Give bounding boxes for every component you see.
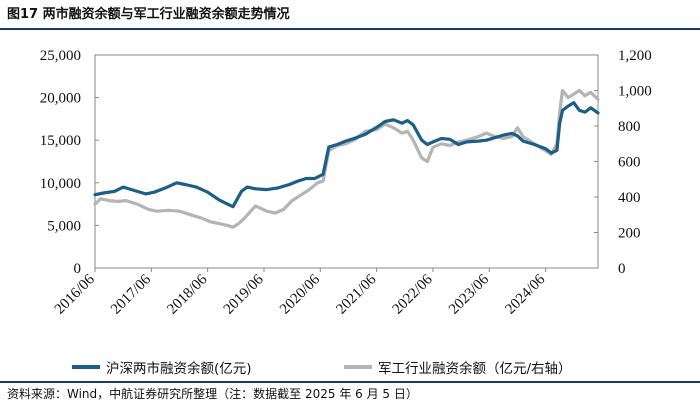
legend-label-market-margin: 沪深两市融资余额(亿元)	[106, 361, 252, 377]
y-right-tick-label: 1,000	[618, 84, 652, 100]
y-left-tick-label: 0	[74, 261, 82, 277]
figure-title: 图17 两市融资余额与军工行业融资余额走势情况	[7, 7, 290, 22]
y-left-tick-label: 10,000	[40, 176, 81, 192]
legend-label-defense-margin: 军工行业融资余额（亿元/右轴）	[378, 361, 572, 377]
y-left-tick-label: 25,000	[40, 48, 81, 64]
chart-axes	[94, 54, 599, 272]
source-note: 资料来源：Wind，中航证券研究所整理（注：数据截至 2025 年 6 月 5 …	[7, 387, 418, 401]
x-tick-label: 2022/06	[390, 271, 436, 317]
x-tick-label: 2024/06	[502, 271, 548, 317]
y-right-tick-label: 1,200	[618, 48, 652, 64]
top-rule	[0, 28, 700, 30]
x-tick-label: 2021/06	[333, 271, 379, 317]
y-left-tick-label: 15,000	[40, 133, 81, 149]
y-right-tick-label: 600	[618, 155, 641, 171]
series-line-market-margin	[93, 101, 600, 209]
chart-tick-labels: 0 5,000 10,000 15,000 20,000 25,000 0 200 400 600…	[40, 48, 652, 318]
legend-item-defense-margin: 军工行业融资余额（亿元/右轴）	[344, 357, 572, 377]
x-tick-label: 2016/06	[52, 271, 98, 317]
bottom-rule	[0, 381, 700, 383]
x-tick-label: 2023/06	[446, 271, 492, 317]
y-left-tick-label: 5,000	[47, 218, 81, 234]
legend-swatch-market-margin	[72, 365, 100, 369]
y-right-tick-label: 400	[618, 190, 641, 206]
y-right-tick-label: 200	[618, 226, 641, 242]
x-tick-label: 2017/06	[108, 271, 154, 317]
series-line-defense-margin	[93, 88, 600, 229]
y-right-tick-label: 0	[618, 261, 626, 277]
chart-plot	[93, 88, 600, 229]
x-tick-label: 2020/06	[277, 271, 323, 317]
x-tick-label: 2019/06	[221, 271, 267, 317]
legend-swatch-defense-margin	[344, 365, 372, 369]
legend-item-market-margin: 沪深两市融资余额(亿元)	[72, 357, 252, 377]
y-left-tick-label: 20,000	[40, 91, 81, 107]
line-chart: 0 5,000 10,000 15,000 20,000 25,000 0 200 400 600…	[40, 48, 652, 318]
y-right-tick-label: 800	[618, 119, 641, 135]
x-tick-label: 2018/06	[164, 271, 210, 317]
plot-frame	[94, 54, 599, 269]
